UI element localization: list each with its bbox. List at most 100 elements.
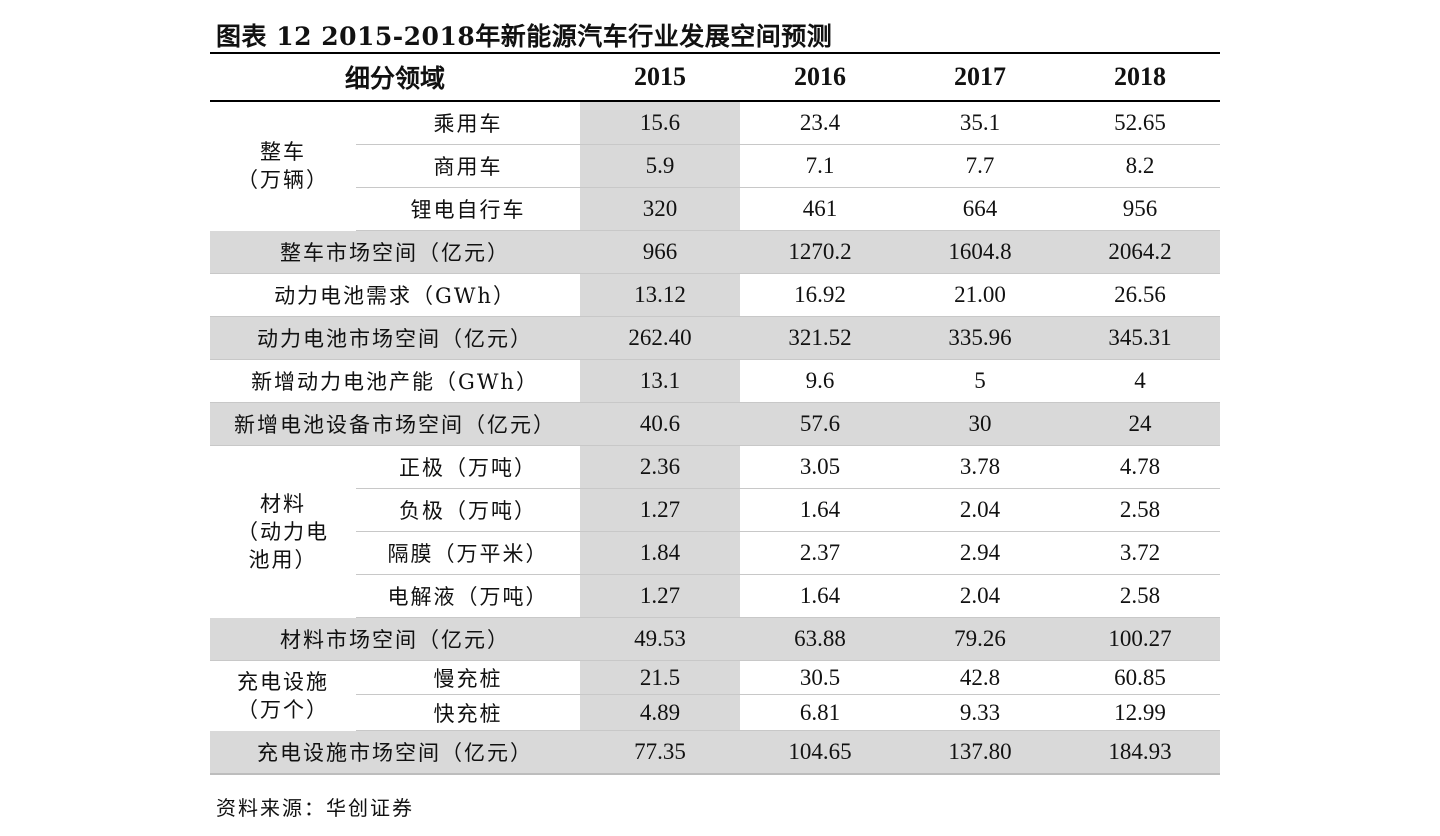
row-label: 负极（万吨） <box>356 488 581 532</box>
cell-value: 137.80 <box>900 730 1061 775</box>
table-row: 快充桩 4.89 6.81 9.33 12.99 <box>210 694 1221 731</box>
cell-value: 4.89 <box>580 694 741 731</box>
header-year-2018: 2018 <box>1060 52 1221 102</box>
cell-value: 104.65 <box>740 730 901 775</box>
cell-value: 52.65 <box>1060 101 1221 145</box>
row-label: 正极（万吨） <box>356 445 581 489</box>
cell-value: 15.6 <box>580 101 741 145</box>
cell-value: 4 <box>1060 359 1221 403</box>
header-segment: 细分领域 <box>210 52 581 102</box>
header-year-2017: 2017 <box>900 52 1061 102</box>
row-label: 商用车 <box>356 144 581 188</box>
header-year-2016: 2016 <box>740 52 901 102</box>
cell-value: 2.37 <box>740 531 901 575</box>
row-label: 隔膜（万平米） <box>356 531 581 575</box>
cell-value: 7.7 <box>900 144 1061 188</box>
cell-value: 7.1 <box>740 144 901 188</box>
cell-value: 57.6 <box>740 402 901 446</box>
cell-value: 1.27 <box>580 488 741 532</box>
table-row: 隔膜（万平米） 1.84 2.37 2.94 3.72 <box>210 531 1221 575</box>
cell-value: 21.5 <box>580 660 741 695</box>
row-label: 锂电自行车 <box>356 187 581 231</box>
source-note: 资料来源：华创证券 <box>216 796 414 820</box>
cell-value: 21.00 <box>900 273 1061 317</box>
cell-value: 49.53 <box>580 617 741 661</box>
cell-value: 5.9 <box>580 144 741 188</box>
table-row: 电解液（万吨） 1.27 1.64 2.04 2.58 <box>210 574 1221 618</box>
cell-value: 63.88 <box>740 617 901 661</box>
row-label: 慢充桩 <box>356 660 581 695</box>
header-row: 细分领域 2015 2016 2017 2018 <box>210 52 1221 102</box>
cell-value: 2.94 <box>900 531 1061 575</box>
row-label: 乘用车 <box>356 101 581 145</box>
cell-value: 1270.2 <box>740 230 901 274</box>
cell-value: 321.52 <box>740 316 901 360</box>
table-row: 商用车 5.9 7.1 7.7 8.2 <box>210 144 1221 188</box>
cell-value: 2.04 <box>900 574 1061 618</box>
summary-row: 动力电池市场空间（亿元） 262.40 321.52 335.96 345.31 <box>210 316 1221 360</box>
cell-value: 1.84 <box>580 531 741 575</box>
group-label-vehicle: 整车 （万辆） <box>210 101 356 231</box>
summary-row: 整车市场空间（亿元） 966 1270.2 1604.8 2064.2 <box>210 230 1221 274</box>
cell-value: 13.1 <box>580 359 741 403</box>
cell-value: 35.1 <box>900 101 1061 145</box>
summary-row: 新增电池设备市场空间（亿元） 40.6 57.6 30 24 <box>210 402 1221 446</box>
cell-value: 320 <box>580 187 741 231</box>
cell-value: 40.6 <box>580 402 741 446</box>
cell-value: 2.58 <box>1060 574 1221 618</box>
cell-value: 26.56 <box>1060 273 1221 317</box>
group-label-materials: 材料 （动力电 池用） <box>210 446 356 618</box>
cell-value: 335.96 <box>900 316 1061 360</box>
cell-value: 23.4 <box>740 101 901 145</box>
cell-value: 345.31 <box>1060 316 1221 360</box>
cell-value: 1.27 <box>580 574 741 618</box>
row-label: 材料市场空间（亿元） <box>210 617 581 661</box>
cell-value: 9.6 <box>740 359 901 403</box>
group-label-charging: 充电设施 （万个） <box>210 661 356 731</box>
group-text-vehicle: 整车 （万辆） <box>237 140 329 193</box>
cell-value: 42.8 <box>900 660 1061 695</box>
cell-value: 1604.8 <box>900 230 1061 274</box>
group-text-materials: 材料 （动力电 池用） <box>237 491 329 572</box>
cell-value: 664 <box>900 187 1061 231</box>
forecast-table-container: 细分领域 2015 2016 2017 2018 整车 （万辆） 乘用车 15.… <box>210 52 1221 775</box>
cell-value: 9.33 <box>900 694 1061 731</box>
cell-value: 2.04 <box>900 488 1061 532</box>
summary-row: 充电设施市场空间（亿元） 77.35 104.65 137.80 184.93 <box>210 730 1221 775</box>
row-label: 新增电池设备市场空间（亿元） <box>210 402 581 446</box>
cell-value: 79.26 <box>900 617 1061 661</box>
cell-value: 2.58 <box>1060 488 1221 532</box>
cell-value: 1.64 <box>740 488 901 532</box>
row-label: 电解液（万吨） <box>356 574 581 618</box>
cell-value: 2.36 <box>580 445 741 489</box>
table-row: 新增动力电池产能（GWh） 13.1 9.6 5 4 <box>210 359 1221 403</box>
cell-value: 30 <box>900 402 1061 446</box>
row-label: 整车市场空间（亿元） <box>210 230 581 274</box>
cell-value: 3.72 <box>1060 531 1221 575</box>
row-label: 动力电池市场空间（亿元） <box>210 316 581 360</box>
row-label: 新增动力电池产能（GWh） <box>210 359 581 403</box>
cell-value: 8.2 <box>1060 144 1221 188</box>
cell-value: 262.40 <box>580 316 741 360</box>
cell-value: 60.85 <box>1060 660 1221 695</box>
table-row: 材料 （动力电 池用） 正极（万吨） 2.36 3.05 3.78 4.78 <box>210 445 1221 572</box>
forecast-table: 细分领域 2015 2016 2017 2018 整车 （万辆） 乘用车 15.… <box>210 52 1221 775</box>
cell-value: 5 <box>900 359 1061 403</box>
header-year-2015: 2015 <box>580 52 741 102</box>
cell-value: 4.78 <box>1060 445 1221 489</box>
cell-value: 24 <box>1060 402 1221 446</box>
cell-value: 184.93 <box>1060 730 1221 775</box>
table-row: 负极（万吨） 1.27 1.64 2.04 2.58 <box>210 488 1221 532</box>
table-row: 锂电自行车 320 461 664 956 <box>210 187 1221 231</box>
cell-value: 100.27 <box>1060 617 1221 661</box>
cell-value: 77.35 <box>580 730 741 775</box>
cell-value: 966 <box>580 230 741 274</box>
table-row: 充电设施 （万个） 慢充桩 21.5 30.5 42.8 60.85 <box>210 660 1221 722</box>
cell-value: 956 <box>1060 187 1221 231</box>
row-label: 动力电池需求（GWh） <box>210 273 581 317</box>
row-label: 充电设施市场空间（亿元） <box>210 730 581 775</box>
cell-value: 1.64 <box>740 574 901 618</box>
cell-value: 2064.2 <box>1060 230 1221 274</box>
table-row: 整车 （万辆） 乘用车 15.6 23.4 35.1 52.65 <box>210 101 1221 192</box>
row-label: 快充桩 <box>356 694 581 731</box>
